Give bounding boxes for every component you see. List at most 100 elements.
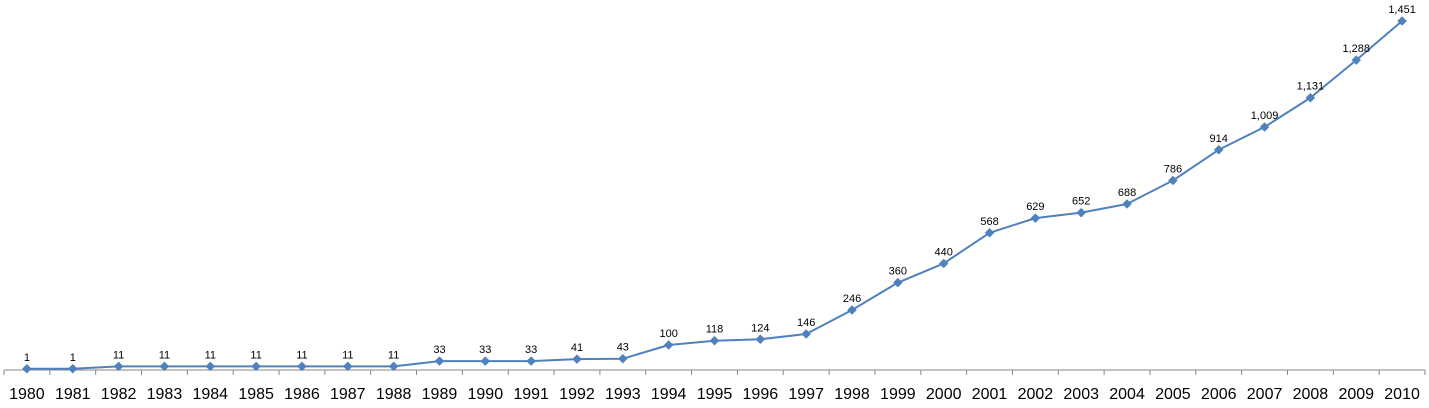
data-label: 1,451 — [1388, 4, 1416, 16]
x-tick-label: 2006 — [1201, 386, 1237, 403]
x-tick-label: 2004 — [1109, 386, 1145, 403]
x-tick-label: 1982 — [101, 386, 137, 403]
data-label: 1,131 — [1297, 81, 1325, 93]
data-label: 11 — [113, 349, 124, 361]
data-point-marker — [755, 334, 766, 345]
x-tick-label: 1998 — [834, 386, 870, 403]
data-point-marker — [434, 356, 445, 366]
data-label: 11 — [296, 349, 307, 361]
data-label: 124 — [751, 322, 769, 334]
data-label: 11 — [250, 349, 261, 361]
data-label: 652 — [1072, 196, 1090, 208]
data-point-marker — [113, 361, 124, 372]
data-label: 33 — [479, 344, 491, 356]
x-tick-label: 2001 — [972, 386, 1008, 403]
x-tick-label: 1997 — [788, 386, 824, 403]
x-tick-label: 1988 — [376, 386, 412, 403]
x-tick-label: 1994 — [651, 386, 687, 403]
data-label: 33 — [525, 344, 537, 356]
x-tick-label: 2000 — [926, 386, 962, 403]
data-label: 688 — [1118, 187, 1136, 199]
x-tick-label: 1991 — [513, 386, 549, 403]
x-tick-label: 1999 — [880, 386, 916, 403]
x-tick-label: 1981 — [55, 386, 91, 403]
x-tick-label: 1985 — [238, 386, 274, 403]
data-point-marker — [801, 329, 812, 339]
x-tick-label: 1995 — [697, 386, 733, 403]
data-point-marker — [847, 305, 857, 315]
data-point-marker — [663, 340, 674, 350]
data-point-marker — [1305, 92, 1316, 103]
data-point-marker — [1397, 16, 1407, 26]
data-label: 629 — [1026, 201, 1044, 213]
data-label: 1 — [70, 352, 76, 364]
data-label: 1,288 — [1342, 43, 1370, 55]
x-tick-labels: 1980 1981 1982 1983 1984 1985 1986 1987 1988 1989… — [9, 386, 1420, 403]
data-label: 11 — [205, 349, 216, 361]
x-tick-label: 1980 — [9, 386, 45, 403]
data-label: 146 — [797, 317, 815, 329]
x-tick-label: 1987 — [330, 386, 366, 403]
x-tick-label: 2002 — [1018, 386, 1054, 403]
x-tick-label: 2010 — [1384, 386, 1420, 403]
data-label: 41 — [571, 342, 583, 354]
x-tick-label: 1984 — [192, 386, 228, 403]
data-label: 118 — [706, 324, 724, 336]
data-label: 440 — [935, 246, 953, 258]
data-label: 568 — [980, 216, 998, 228]
data-label: 100 — [659, 328, 677, 340]
data-point-marker — [388, 361, 399, 372]
data-point-marker — [1213, 144, 1224, 155]
data-point-marker — [342, 361, 353, 372]
data-point-marker — [480, 356, 491, 366]
data-label: 11 — [342, 349, 353, 361]
x-tick-label: 1990 — [468, 386, 504, 403]
data-point-marker — [22, 363, 32, 374]
x-tick-label: 2008 — [1293, 386, 1329, 403]
x-tick-label: 1996 — [743, 386, 779, 403]
data-label: 786 — [1164, 163, 1182, 175]
x-axis — [3, 369, 1426, 375]
series-line — [26, 20, 1403, 370]
data-label: 914 — [1210, 133, 1228, 145]
data-point-marker — [572, 354, 582, 365]
x-tick-label: 2003 — [1063, 386, 1099, 403]
data-point-marker — [984, 227, 995, 238]
data-label: 11 — [159, 349, 170, 361]
data-point-marker — [1168, 175, 1178, 186]
x-tick-label: 1992 — [559, 386, 595, 403]
data-label: 43 — [617, 342, 629, 354]
data-point-marker — [297, 361, 307, 372]
x-tick-label: 2005 — [1155, 386, 1191, 403]
x-tick-label: 1989 — [422, 386, 458, 403]
data-point-marker — [251, 361, 261, 372]
data-point-marker — [205, 361, 216, 372]
data-point-marker — [1259, 122, 1270, 132]
x-tick-label: 1993 — [605, 386, 641, 403]
data-label: 1 — [24, 352, 30, 364]
data-point-marker — [1122, 199, 1132, 209]
x-tick-label: 2009 — [1338, 386, 1374, 403]
data-point-marker — [709, 335, 720, 346]
data-point-marker — [938, 258, 949, 269]
data-point-marker — [1030, 213, 1041, 223]
data-point-marker — [893, 277, 903, 288]
data-label: 33 — [433, 344, 445, 356]
data-point-marker — [617, 353, 628, 364]
data-point-marker — [1351, 55, 1362, 65]
series-group — [22, 16, 1407, 374]
data-label: 11 — [388, 349, 399, 361]
x-tick-label: 1986 — [284, 386, 320, 403]
x-tick-label: 1983 — [147, 386, 183, 403]
data-point-marker — [67, 363, 78, 374]
x-tick-label: 2007 — [1247, 386, 1283, 403]
data-label: 246 — [843, 293, 861, 305]
data-point-marker — [526, 356, 536, 366]
data-label: 1,009 — [1251, 110, 1279, 122]
data-label: 360 — [889, 266, 907, 278]
data-point-marker — [1076, 207, 1087, 218]
data-point-marker — [159, 361, 170, 372]
